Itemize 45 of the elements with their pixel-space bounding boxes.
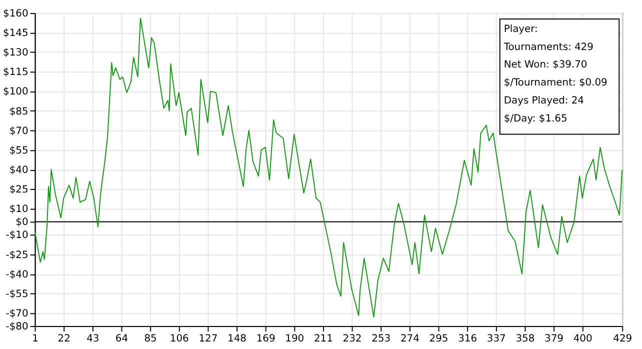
y-tick-label: -$80 xyxy=(6,322,28,333)
y-tick-label: $145 xyxy=(3,28,28,40)
y-tick-label: $55 xyxy=(9,145,28,156)
x-tick-label: 169 xyxy=(256,333,276,344)
x-tick-label: 400 xyxy=(573,333,592,344)
x-tick-label: 190 xyxy=(285,333,304,344)
x-tick-label: 358 xyxy=(516,333,535,344)
annotation: $/Day: $1.65 xyxy=(504,113,568,124)
y-tick-label: $160 xyxy=(3,8,28,20)
y-tick-label: $115 xyxy=(3,67,28,78)
x-tick-label: 316 xyxy=(458,333,478,344)
y-tick-label: -$70 xyxy=(6,308,28,320)
annotation: Days Played: 24 xyxy=(504,95,584,106)
y-tick-label: -$40 xyxy=(6,269,28,280)
x-tick-label: 127 xyxy=(198,333,218,344)
x-tick-label: 148 xyxy=(228,333,246,344)
annotation: Player: xyxy=(504,24,538,35)
x-tick-label: 106 xyxy=(170,333,189,344)
x-tick-label: 274 xyxy=(400,333,420,344)
y-tick-label: $0 xyxy=(16,217,28,228)
x-tick-label: 43 xyxy=(86,333,100,344)
x-tick-label: 232 xyxy=(342,333,362,344)
y-tick-label: -$10 xyxy=(6,230,28,242)
y-tick-label: -$25 xyxy=(6,250,28,261)
y-tick-label: $100 xyxy=(3,86,28,98)
x-tick-label: 64 xyxy=(115,333,128,344)
x-tick-label: 429 xyxy=(613,333,632,344)
y-tick-label: $85 xyxy=(9,106,28,118)
x-tick-label: 253 xyxy=(372,333,391,344)
y-tick-label: $70 xyxy=(9,126,28,137)
annotation: Net Won: $39.70 xyxy=(504,60,588,71)
x-tick-label: 85 xyxy=(144,333,157,344)
y-tick-label: $130 xyxy=(3,48,28,59)
y-tick-label: -$55 xyxy=(6,288,28,300)
y-tick-label: $40 xyxy=(9,165,28,176)
x-tick-label: 211 xyxy=(314,333,333,344)
annotation: $/Tournament: $0.09 xyxy=(504,78,608,89)
x-tick-label: 1 xyxy=(32,333,38,344)
x-tick-label: 22 xyxy=(58,333,70,344)
x-tick-label: 379 xyxy=(544,333,564,344)
y-tick-label: $25 xyxy=(9,184,28,196)
y-tick-label: $10 xyxy=(9,204,28,216)
x-tick-label: 337 xyxy=(486,333,506,344)
x-tick-label: 295 xyxy=(429,333,448,344)
annotation: Tournaments: 429 xyxy=(502,42,594,53)
